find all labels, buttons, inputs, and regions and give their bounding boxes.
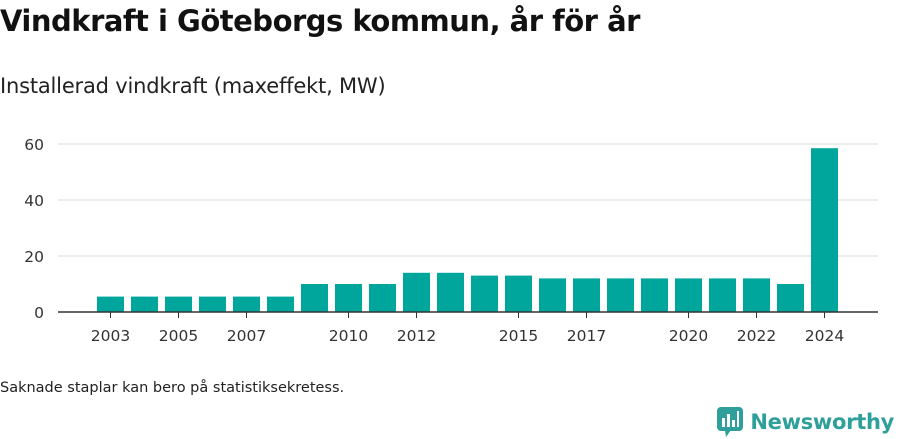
bar-2018 — [607, 278, 634, 312]
bar-2004 — [131, 296, 158, 312]
bar-2003 — [97, 296, 124, 312]
x-tick-label: 2005 — [159, 327, 198, 345]
bar-2010 — [335, 284, 362, 312]
x-tick-label: 2003 — [91, 327, 130, 345]
bar-2006 — [199, 296, 226, 312]
bar-2007 — [233, 296, 260, 312]
bar-2022 — [743, 278, 770, 312]
x-tick-label: 2010 — [329, 327, 368, 345]
bar-2005 — [165, 296, 192, 312]
bar-2008 — [267, 296, 294, 312]
chart-subtitle: Installerad vindkraft (maxeffekt, MW) — [0, 74, 386, 98]
bar-2009 — [301, 284, 328, 312]
bar-2019 — [641, 278, 668, 312]
bar-2013 — [437, 272, 464, 312]
bar-2011 — [369, 284, 396, 312]
bar-2016 — [539, 278, 566, 312]
bar-2021 — [709, 278, 736, 312]
bar-2017 — [573, 278, 600, 312]
footnote: Saknade staplar kan bero på statistiksek… — [0, 380, 345, 396]
x-tick-label: 2020 — [669, 327, 708, 345]
y-tick-label: 40 — [24, 192, 44, 210]
bar-2023 — [777, 284, 804, 312]
bar-2014 — [471, 275, 498, 312]
x-tick-label: 2022 — [737, 327, 776, 345]
y-tick-label: 60 — [24, 136, 44, 154]
x-tick-label: 2012 — [397, 327, 436, 345]
bar-2024 — [811, 148, 838, 312]
bar-2012 — [403, 272, 430, 312]
x-tick-label: 2015 — [499, 327, 538, 345]
x-tick-label: 2007 — [227, 327, 266, 345]
newsworthy-brand: Newsworthy — [717, 406, 894, 438]
x-tick-label: 2017 — [567, 327, 606, 345]
bar-2015 — [505, 275, 532, 312]
brand-name: Newsworthy — [750, 410, 894, 434]
bar-chart: 0 20 40 60 2003 2005 2007 2010 2012 2015 2017 2020 2… — [24, 136, 878, 345]
chart-title: Vindkraft i Göteborgs kommun, år för år — [0, 4, 640, 38]
x-tick-label: 2024 — [805, 327, 844, 345]
newsworthy-logo-icon — [717, 407, 744, 437]
y-tick-label: 20 — [24, 248, 44, 266]
bar-2020 — [675, 278, 702, 312]
y-tick-label: 0 — [34, 304, 44, 322]
